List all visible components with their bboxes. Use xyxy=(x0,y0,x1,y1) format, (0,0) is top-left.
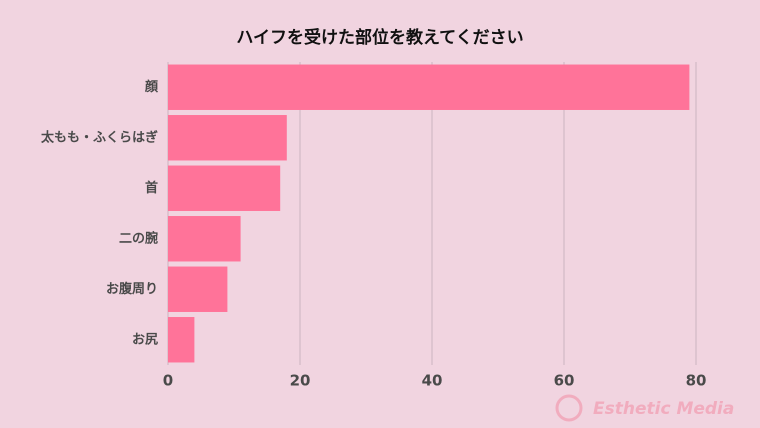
bar xyxy=(168,216,241,262)
watermark: Esthetic Media xyxy=(555,394,734,422)
x-tick-label: 80 xyxy=(686,372,707,390)
watermark-icon xyxy=(555,394,583,422)
y-tick-label: お腹周り xyxy=(106,281,158,297)
bar xyxy=(168,165,281,211)
y-tick-label: 首 xyxy=(145,180,158,196)
chart-title: ハイフを受けた部位を教えてください xyxy=(236,27,523,48)
y-tick-label: 顔 xyxy=(144,79,159,95)
watermark-text: Esthetic Media xyxy=(593,399,734,419)
y-tick-label: 二の腕 xyxy=(119,230,158,246)
bar xyxy=(168,64,690,110)
bar xyxy=(168,266,228,312)
bar xyxy=(168,317,195,363)
x-tick-label: 20 xyxy=(290,372,311,390)
x-tick-label: 0 xyxy=(163,372,173,390)
y-tick-label: 太もも・ふくらはぎ xyxy=(40,129,158,145)
bar xyxy=(168,115,287,161)
x-tick-label: 40 xyxy=(422,372,443,390)
y-tick-label: お尻 xyxy=(132,332,158,347)
x-tick-label: 60 xyxy=(554,372,575,390)
